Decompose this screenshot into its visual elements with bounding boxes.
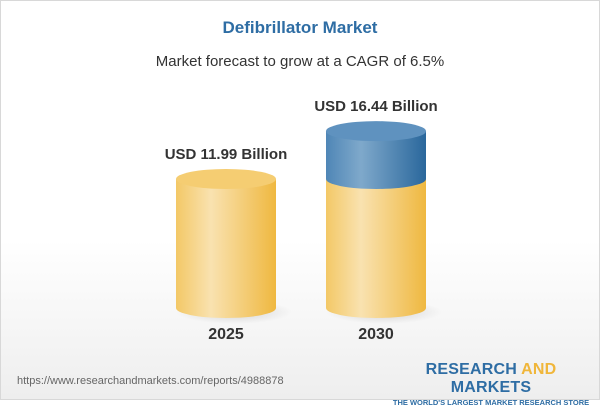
logo-text: MARKETS [450,379,532,396]
chart-subtitle: Market forecast to grow at a CAGR of 6.5… [155,53,445,70]
chart-title: Defibrillator Market [222,18,378,37]
cylinder-2030-growth-body [326,131,426,189]
cylinder-2025-base-body [176,179,276,318]
cylinder-2030-base-body [326,179,426,318]
cylinder-2025-base-top [176,169,276,189]
logo-text: RESEARCH [425,361,522,378]
logo-tagline: THE WORLD'S LARGEST MARKET RESEARCH STOR… [392,398,590,407]
category-label: 2030 [358,326,394,343]
data-label: USD 16.44 Billion [314,98,437,115]
logo-text-and: AND [521,361,557,378]
data-label: USD 11.99 Billion [165,146,288,163]
source-url[interactable]: https://www.researchandmarkets.com/repor… [17,375,284,387]
category-label: 2025 [208,326,244,343]
cylinder-2030-growth-top [326,121,426,142]
research-and-markets-logo: RESEARCH AND MARKETS THE WORLD'S LARGEST… [385,361,597,407]
